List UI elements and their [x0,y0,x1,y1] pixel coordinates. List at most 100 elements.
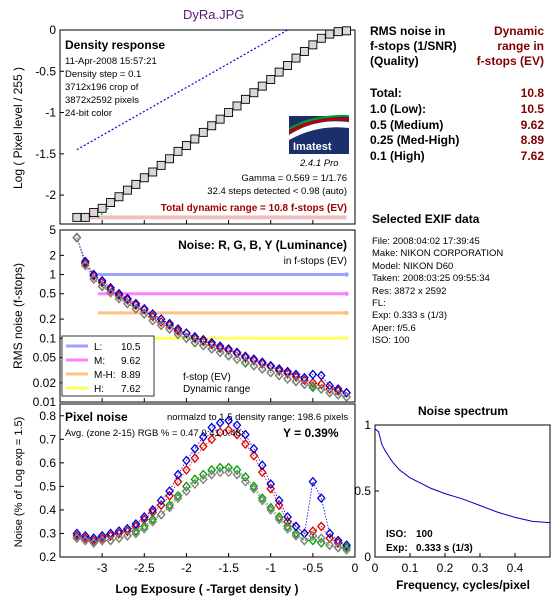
gamma-fit-line [76,29,288,151]
noise-marker [316,370,326,381]
noise-marker [333,384,343,394]
pixel-marker [131,528,141,539]
pixel-ticks: 0.8 0.7 0.6 0.5 0.4 0.3 0.2 -3 -2.5 -2 -1.5 -1 -0.5 0 [39,409,358,575]
legend-label: M: [94,356,105,367]
exif-line: Model: NIKON D60 [372,260,454,272]
noise-marker [300,372,309,383]
density-marker [72,212,82,222]
noise-marker [232,354,242,365]
density-marker [316,33,326,43]
imatest-logo-text: Imatest [293,141,332,153]
noise-marker [165,323,174,334]
steps-line: 32.4 steps detected < 0.98 (auto) [207,186,347,197]
density-marker [257,81,267,91]
noise-annotation-line1: f-stop (EV) [183,372,231,383]
pixel-marker [89,537,99,548]
pixel-marker [308,526,318,537]
spectrum-x-tick-label: 0.1 [402,561,419,575]
pixel-marker [257,493,267,504]
pixel-marker [316,521,326,532]
pixel-y-tick-label: 0.2 [39,550,56,564]
noise-marker [257,363,267,374]
pixel-x-tick-label: -3 [97,561,108,575]
rms-header-line: (Quality) [370,54,419,68]
density-plot-area [72,26,352,222]
exif-line: Make: NIKON CORPORATION [372,248,504,260]
pixel-marker [139,511,149,522]
pixel-marker [274,511,284,522]
density-marker [308,40,318,50]
density-marker [122,185,132,195]
pixel-marker [257,495,267,506]
imatest-logo: Imatest [289,114,349,154]
pixel-marker [80,530,90,541]
threshold-end [344,291,349,296]
rms-row-label: 0.25 (Med-High) [370,133,460,148]
pixel-marker [156,509,166,520]
density-marker [114,192,124,202]
pixel-marker [241,439,250,450]
rms-rows: Total: 10.8 1.0 (Low): 10.5 0.5 (Medium) 9.… [370,86,544,165]
rms-row-value: 7.62 [520,149,544,164]
pixel-marker [291,528,301,539]
density-marker [181,141,191,151]
pixel-marker [215,417,225,428]
pixel-marker [266,479,276,490]
pixel-marker [274,495,284,506]
noise-marker [215,347,225,358]
noise-marker [89,269,99,280]
pixel-marker [182,486,191,497]
pixel-marker [224,462,233,473]
noise-marker [156,314,166,325]
pixel-marker [266,504,276,515]
spectrum-plot-area [374,428,551,524]
pixel-marker [300,535,309,546]
density-marker [283,61,293,70]
noise-marker [114,288,124,299]
density-marker [342,26,352,36]
spectrum-y-tick-label: 0 [364,550,371,564]
noise-marker [325,387,335,398]
pixel-y-tick-label: 0.4 [39,503,56,517]
legend-value: 7.62 [121,384,141,395]
pixel-marker [207,422,217,433]
noise-marker [72,232,82,243]
density-marker [139,173,149,183]
noise-marker [308,380,318,391]
pixel-marker [123,530,132,541]
noise-plot-area [72,232,351,402]
rms-row-value: 10.8 [520,86,544,100]
pixel-marker [257,460,267,471]
pixel-marker [215,462,225,473]
noise-marker [198,334,208,345]
noise-marker [139,309,149,320]
noise-marker [232,347,242,358]
density-info-line: 24-bit color [65,108,112,119]
density-marker [325,29,335,39]
noise-y-tick-label: 1 [49,268,56,282]
pixel-marker [156,500,166,511]
noise-marker [198,336,208,347]
density-y-tick-label: 0 [49,23,56,37]
noise-marker [106,287,115,298]
noise-marker [342,387,351,398]
rms-header-line: Dynamic [493,24,544,38]
density-marker [198,127,208,137]
spectrum-x-tick-label: 0.3 [472,561,489,575]
pixel-avg-line: Avg. (zone 2-15) RGB % = 0.47 0.41 0.48; [65,428,244,439]
noise-marker [308,382,318,393]
noise-y-tick-label: 0.5 [39,287,56,301]
pixel-marker [224,467,233,478]
noise-marker [148,315,158,326]
pixel-marker [190,474,200,485]
pixel-y-tick-label: 0.7 [39,432,56,446]
density-marker [224,108,234,118]
density-marker [106,198,116,207]
noise-y-label: RMS noise (f-stops) [11,263,25,369]
legend-label: L: [94,342,102,353]
pixel-marker [207,434,217,445]
noise-marker [97,275,107,286]
noise-heading: Noise: R, G, B, Y (Luminance) [178,238,347,252]
noise-marker [198,340,208,351]
exif-block: File: 2008:04:02 17:39:45 Make: NIKON CO… [372,236,503,348]
